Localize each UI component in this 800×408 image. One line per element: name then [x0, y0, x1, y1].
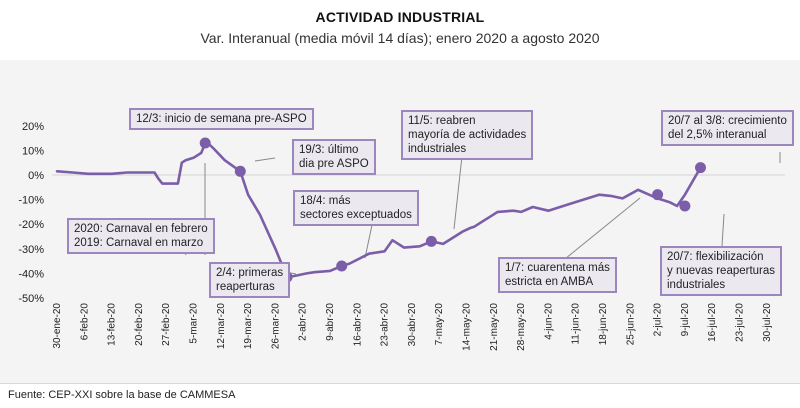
- annotation-leader-line: [254, 157, 276, 162]
- x-tick-label: 9-jul-20: [680, 303, 691, 337]
- annotation-text-line: 20/7: flexibilización: [667, 251, 764, 263]
- data-point-marker: [695, 162, 706, 174]
- x-tick-label: 16-abr-20: [352, 303, 363, 347]
- annotation-amba: 1/7: cuarentena más estricta en AMBA: [498, 257, 617, 293]
- annotation-text-line: industriales: [408, 143, 467, 155]
- annotation-leader-line: [453, 155, 463, 230]
- annotation-text-line: 11/5: reabren: [408, 115, 476, 127]
- annotation-text-line: industriales: [667, 279, 726, 291]
- chart-title: ACTIVIDAD INDUSTRIAL: [315, 9, 485, 25]
- annotation-text-line: sectores exceptuados: [300, 209, 412, 221]
- x-tick-label: 20-feb-20: [134, 303, 145, 346]
- y-tick-label: -30%: [18, 244, 44, 256]
- annotation-text-line: 20/7 al 3/8: crecimiento: [668, 115, 787, 127]
- x-tick-label: 30-jul-20: [762, 303, 773, 342]
- y-tick-label: 0%: [28, 170, 44, 182]
- y-tick-label: -50%: [18, 293, 44, 305]
- x-tick-label: 13-feb-20: [107, 303, 118, 346]
- annotation-text-line: 2019: Carnaval en marzo: [74, 237, 204, 249]
- annotation-crecimiento: 20/7 al 3/8: crecimiento del 2,5% interan…: [661, 110, 794, 146]
- annotation-sectores: 18/4: más sectores exceptuados: [293, 190, 419, 226]
- x-tick-label: 7-may-20: [434, 303, 445, 346]
- annotation-reabren: 11/5: reabren mayoría de actividades indus…: [401, 110, 534, 160]
- annotation-leader-line: [721, 213, 725, 247]
- data-point-marker: [234, 165, 246, 177]
- x-tick-label: 26-mar-20: [270, 303, 281, 350]
- x-tick-label: 12-mar-20: [216, 303, 227, 350]
- x-tick-label: 18-jun-20: [598, 303, 609, 346]
- data-point-marker: [199, 137, 211, 149]
- annotation-text-line: estricta en AMBA: [505, 276, 594, 288]
- annotation-text-line: 12/3: inicio de semana pre-ASPO: [136, 113, 307, 125]
- annotation-ultimo-dia: 19/3: último dia pre ASPO: [292, 139, 376, 175]
- annotation-text-line: mayoría de actividades: [408, 129, 527, 141]
- annotation-leader-line: [559, 197, 641, 264]
- annotation-pre-aspo: 12/3: inicio de semana pre-ASPO: [129, 108, 314, 130]
- annotation-text-line: 2/4: primeras: [216, 267, 284, 279]
- y-tick-label: -40%: [18, 268, 44, 280]
- x-tick-label: 27-feb-20: [161, 303, 172, 346]
- annotation-flexibilizacion: 20/7: flexibilización y nuevas reapertura…: [660, 246, 783, 296]
- annotation-text-line: reaperturas: [216, 281, 275, 293]
- data-point-marker: [679, 200, 691, 212]
- x-tick-label: 14-may-20: [462, 303, 473, 351]
- annotation-text-line: 18/4: más: [300, 195, 351, 207]
- data-point-marker: [425, 235, 437, 247]
- x-tick-label: 4-jun-20: [543, 303, 554, 340]
- chart-subtitle: Var. Interanual (media móvil 14 días); e…: [200, 30, 600, 46]
- data-point-marker: [336, 260, 348, 272]
- x-tick-label: 9-abr-20: [325, 303, 336, 341]
- annotation-text-line: dia pre ASPO: [299, 158, 369, 170]
- y-tick-label: -20%: [18, 219, 44, 231]
- x-tick-label: 2-jul-20: [653, 303, 664, 337]
- x-tick-label: 23-abr-20: [380, 303, 391, 347]
- x-tick-label: 5-mar-20: [189, 303, 200, 344]
- data-point-marker: [652, 189, 664, 201]
- x-tick-label: 30-abr-20: [407, 303, 418, 347]
- x-tick-label: 19-mar-20: [243, 303, 254, 350]
- y-tick-label: -10%: [18, 195, 44, 207]
- x-tick-label: 30-ene-20: [52, 303, 63, 349]
- annotation-carnaval: 2020: Carnaval en febrero 2019: Carnaval …: [67, 218, 215, 254]
- footer-divider: [0, 383, 800, 384]
- annotation-text-line: 2020: Carnaval en febrero: [74, 223, 208, 235]
- x-tick-label: 11-jun-20: [571, 303, 582, 345]
- annotation-text-line: del 2,5% interanual: [668, 129, 767, 141]
- annotation-leader-line: [364, 224, 373, 259]
- x-tick-label: 2-abr-20: [298, 303, 309, 341]
- annotation-text-line: 1/7: cuarentena más: [505, 262, 610, 274]
- x-tick-label: 16-jul-20: [707, 303, 718, 342]
- x-tick-label: 25-jun-20: [625, 303, 636, 346]
- x-tick-label: 21-may-20: [489, 303, 500, 351]
- x-tick-label: 6-feb-20: [79, 303, 90, 341]
- y-tick-label: 20%: [22, 121, 44, 133]
- annotation-primeras: 2/4: primeras reaperturas: [209, 262, 291, 298]
- x-tick-label: 28-may-20: [516, 303, 527, 351]
- y-tick-label: 10%: [22, 145, 44, 157]
- x-tick-label: 23-jul-20: [735, 303, 746, 342]
- source-note: Fuente: CEP-XXI sobre la base de CAMMESA: [8, 389, 236, 401]
- annotation-text-line: y nuevas reaperturas: [667, 265, 776, 277]
- annotation-text-line: 19/3: último: [299, 144, 359, 156]
